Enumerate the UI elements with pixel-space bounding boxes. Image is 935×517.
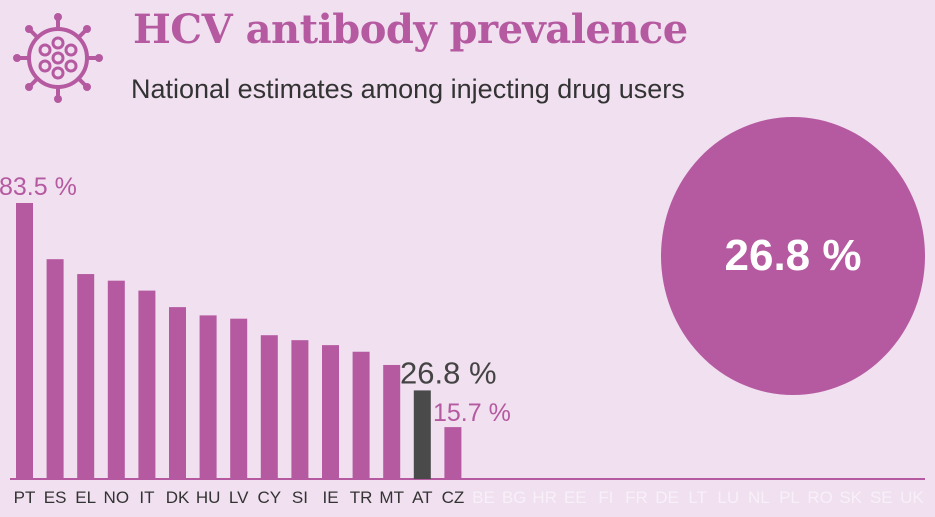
tick-label-cy: CY [257, 488, 281, 507]
bar-hu [199, 315, 217, 479]
tick-label-ee: EE [564, 488, 587, 507]
tick-label-ro: RO [807, 488, 833, 507]
bar-pt [16, 203, 33, 479]
tick-label-at: AT [412, 488, 432, 507]
tick-label-bg: BG [502, 488, 527, 507]
bar-it [138, 290, 156, 479]
data-label-cz: 15.7 % [433, 399, 511, 427]
bar-es [46, 259, 64, 479]
tick-label-lu: LU [717, 488, 739, 507]
tick-label-uk: UK [900, 488, 924, 507]
tick-label-dk: DK [166, 488, 190, 507]
tick-label-be: BE [472, 488, 495, 507]
bar-ie [322, 345, 339, 479]
bar-cz [444, 427, 462, 479]
tick-label-hu: HU [196, 488, 221, 507]
tick-label-si: SI [292, 488, 308, 507]
tick-label-hr: HR [532, 488, 557, 507]
tick-label-fi: FI [598, 488, 613, 507]
tick-label-pl: PL [779, 488, 800, 507]
bar-no [107, 280, 125, 479]
highlight-circle: 26.8 % [661, 117, 925, 395]
page-title: HCV antibody prevalence [133, 6, 688, 53]
bar-si [291, 340, 309, 479]
tick-label-nl: NL [748, 488, 770, 507]
tick-label-es: ES [44, 488, 67, 507]
bar-mt [383, 364, 401, 479]
highlight-value: 26.8 % [724, 231, 862, 280]
tick-label-ie: IE [322, 488, 338, 507]
data-label-pt: 83.5 % [0, 173, 77, 201]
tick-label-fr: FR [625, 488, 648, 507]
bar-cy [260, 335, 278, 479]
bar-lv [230, 318, 248, 479]
bar-at [413, 390, 431, 479]
tick-label-sk: SK [839, 488, 862, 507]
tick-label-mt: MT [379, 488, 404, 507]
bar-tr [352, 351, 370, 479]
tick-label-pt: PT [14, 488, 36, 507]
tick-label-no: NO [104, 488, 130, 507]
tick-label-el: EL [75, 488, 96, 507]
tick-label-de: DE [655, 488, 679, 507]
virus-icon [13, 13, 103, 103]
bar-el [77, 274, 95, 479]
bar-dk [169, 307, 186, 479]
data-label-at: 26.8 % [400, 355, 497, 390]
tick-label-se: SE [870, 488, 893, 507]
tick-label-it: IT [139, 488, 154, 507]
tick-label-cz: CZ [442, 488, 465, 507]
tick-label-lt: LT [688, 488, 707, 507]
tick-label-lv: LV [229, 488, 249, 507]
page-subtitle: National estimates among injecting drug … [131, 74, 685, 104]
tick-label-tr: TR [350, 488, 373, 507]
